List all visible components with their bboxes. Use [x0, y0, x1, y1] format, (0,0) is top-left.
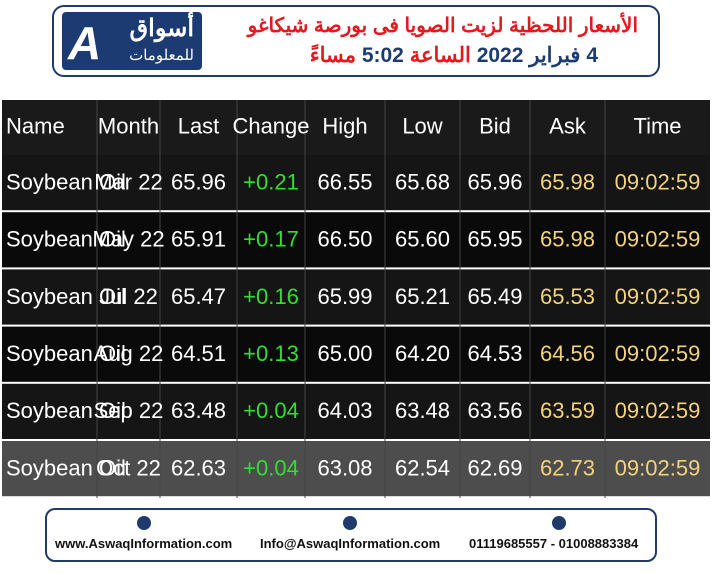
column-header: High	[322, 113, 367, 138]
subtitle: 4 فبراير 2022 الساعة 5:02 مساءً	[310, 43, 598, 68]
cell: Jul 22	[99, 284, 158, 309]
cell: 65.96	[467, 169, 522, 194]
cell: 65.98	[540, 227, 595, 252]
cell: 65.96	[171, 169, 226, 194]
phones: 01119685557 - 01008883384	[469, 536, 639, 551]
row-bg	[2, 269, 710, 325]
cell: 09:02:59	[615, 227, 701, 252]
web-icon	[137, 516, 151, 530]
cell: Aug 22	[94, 341, 164, 366]
period: مساءً	[309, 44, 356, 67]
cell: Soybean Oil	[6, 455, 126, 480]
cell: 09:02:59	[615, 341, 701, 366]
cell: +0.04	[243, 455, 299, 480]
cell: 65.47	[171, 284, 226, 309]
footer: www.AswaqInformation.com Info@AswaqInfor…	[45, 508, 657, 562]
cell: 64.03	[317, 398, 372, 423]
cell: +0.21	[243, 169, 299, 194]
cell: 63.48	[171, 398, 226, 423]
time: 5:02	[361, 44, 404, 67]
row-bg	[2, 326, 710, 382]
column-header: Ask	[549, 113, 587, 138]
header: A أسواق للمعلومات الأسعار اللحظية لزيت ا…	[52, 5, 660, 77]
cell: 65.49	[467, 284, 522, 309]
website[interactable]: www.AswaqInformation.com	[55, 536, 233, 551]
cell: May 22	[92, 227, 164, 252]
cell: 62.54	[395, 455, 450, 480]
time-word: الساعة	[409, 44, 471, 67]
cell: Sep 22	[94, 398, 164, 423]
header-row	[2, 100, 710, 155]
cell: +0.04	[243, 398, 299, 423]
cell: Mar 22	[94, 169, 162, 194]
column-header: Time	[633, 113, 681, 138]
cell: Soybean Oil	[6, 169, 126, 194]
cell: +0.13	[243, 341, 299, 366]
column-header: Month	[98, 113, 159, 138]
cell: 63.56	[467, 398, 522, 423]
cell: 65.68	[395, 169, 450, 194]
cell: 64.20	[395, 341, 450, 366]
cell: 09:02:59	[615, 398, 701, 423]
logo-text: أسواق	[129, 15, 194, 42]
cell: 65.95	[467, 227, 522, 252]
cell: 09:02:59	[615, 169, 701, 194]
row-bg	[2, 155, 710, 211]
cell: 62.63	[171, 455, 226, 480]
cell: Soybean Oil	[6, 284, 126, 309]
cell: Soybean Oil	[6, 341, 126, 366]
column-header: Bid	[479, 113, 511, 138]
title: الأسعار اللحظية لزيت الصويا فى بورصة شيك…	[247, 15, 638, 37]
mail-icon	[343, 516, 357, 530]
cell: Soybean Oil	[6, 227, 126, 252]
cell: 65.53	[540, 284, 595, 309]
cell: Soybean Oil	[6, 398, 126, 423]
cell: 65.91	[171, 227, 226, 252]
cell: 64.56	[540, 341, 595, 366]
cell: +0.17	[243, 227, 299, 252]
cell: 65.00	[317, 341, 372, 366]
column-header: Name	[6, 113, 65, 138]
cell: +0.16	[243, 284, 299, 309]
cell: 62.73	[540, 455, 595, 480]
cell: 65.98	[540, 169, 595, 194]
logo: A أسواق للمعلومات	[62, 12, 202, 70]
logo-subtext: للمعلومات	[129, 47, 194, 64]
row-bg	[2, 441, 710, 497]
column-header: Low	[402, 113, 442, 138]
cell: 09:02:59	[615, 284, 701, 309]
cell: 63.59	[540, 398, 595, 423]
cell: 63.48	[395, 398, 450, 423]
cell: 62.69	[467, 455, 522, 480]
cell: 63.08	[317, 455, 372, 480]
cell: 64.51	[171, 341, 226, 366]
row-bg	[2, 212, 710, 268]
cell: 66.55	[317, 169, 372, 194]
cell: 65.99	[317, 284, 372, 309]
cell: 65.21	[395, 284, 450, 309]
cell: 65.60	[395, 227, 450, 252]
cell: 64.53	[467, 341, 522, 366]
email[interactable]: Info@AswaqInformation.com	[260, 536, 441, 551]
cell: 09:02:59	[615, 455, 701, 480]
column-header: Last	[178, 113, 220, 138]
date: 4 فبراير 2022	[476, 44, 598, 67]
cell: Oct 22	[96, 455, 161, 480]
price-table: Name Month Last Change High Low Bid Ask Time Soyb…	[2, 100, 710, 498]
column-header: Change	[232, 113, 309, 138]
cell: 66.50	[317, 227, 372, 252]
phone-icon	[552, 516, 566, 530]
row-bg	[2, 383, 710, 439]
